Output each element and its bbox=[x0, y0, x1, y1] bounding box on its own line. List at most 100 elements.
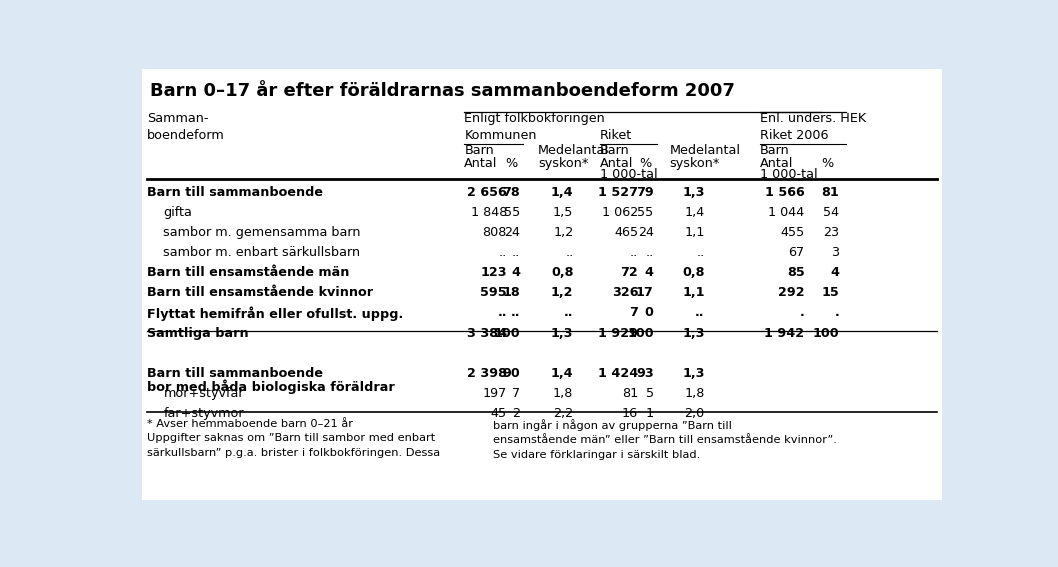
Text: 1 044: 1 044 bbox=[768, 206, 805, 219]
Text: Barn till ensamstående män: Barn till ensamstående män bbox=[147, 266, 349, 280]
Text: ..: .. bbox=[512, 246, 521, 259]
Text: 5: 5 bbox=[645, 387, 654, 400]
Text: .: . bbox=[800, 306, 805, 319]
Text: 79: 79 bbox=[636, 186, 654, 199]
Text: 1,3: 1,3 bbox=[682, 327, 705, 340]
Text: bor med båda biologiska föräldrar: bor med båda biologiska föräldrar bbox=[147, 380, 395, 394]
Text: 90: 90 bbox=[503, 367, 521, 380]
Text: Barn: Barn bbox=[600, 144, 630, 157]
Text: mor+styvfar: mor+styvfar bbox=[163, 387, 244, 400]
Text: ..: .. bbox=[511, 306, 521, 319]
Text: 78: 78 bbox=[503, 186, 521, 199]
Text: Riket: Riket bbox=[600, 129, 632, 142]
Text: %: % bbox=[639, 156, 652, 170]
Text: boendeform: boendeform bbox=[147, 129, 224, 142]
Text: 1,4: 1,4 bbox=[685, 206, 705, 219]
Text: 1,4: 1,4 bbox=[551, 367, 573, 380]
Text: 1 000-tal: 1 000-tal bbox=[600, 168, 657, 181]
Text: 1: 1 bbox=[645, 407, 654, 420]
Text: 1 062: 1 062 bbox=[602, 206, 638, 219]
Text: 0: 0 bbox=[645, 306, 654, 319]
Text: 1,3: 1,3 bbox=[682, 367, 705, 380]
Text: Medelantal: Medelantal bbox=[670, 144, 741, 157]
Text: 1,2: 1,2 bbox=[551, 286, 573, 299]
Text: 1,3: 1,3 bbox=[551, 327, 573, 340]
Text: ..: .. bbox=[630, 246, 638, 259]
Text: 1 848: 1 848 bbox=[471, 206, 507, 219]
Text: Riket 2006: Riket 2006 bbox=[760, 129, 828, 142]
Text: 100: 100 bbox=[627, 327, 654, 340]
Text: 100: 100 bbox=[493, 327, 521, 340]
Text: 15: 15 bbox=[821, 286, 839, 299]
Text: ..: .. bbox=[645, 246, 654, 259]
Text: %: % bbox=[506, 156, 517, 170]
Text: 18: 18 bbox=[503, 286, 521, 299]
Text: 100: 100 bbox=[813, 327, 839, 340]
Text: sambor m. enbart särkullsbarn: sambor m. enbart särkullsbarn bbox=[163, 246, 361, 259]
Text: 2: 2 bbox=[512, 407, 521, 420]
Text: 54: 54 bbox=[823, 206, 839, 219]
Text: 16: 16 bbox=[622, 407, 638, 420]
Text: 1 000-tal: 1 000-tal bbox=[760, 168, 817, 181]
Text: 1 527: 1 527 bbox=[598, 186, 638, 199]
Text: 3 384: 3 384 bbox=[467, 327, 507, 340]
Text: syskon*: syskon* bbox=[670, 156, 719, 170]
Text: 1 566: 1 566 bbox=[765, 186, 805, 199]
Text: 1,1: 1,1 bbox=[682, 286, 705, 299]
Text: Medelantal: Medelantal bbox=[539, 144, 609, 157]
Text: 1,3: 1,3 bbox=[682, 186, 705, 199]
Text: %: % bbox=[821, 156, 834, 170]
Text: 595: 595 bbox=[480, 286, 507, 299]
Text: * Avser hemmaboende barn 0–21 år
Uppgifter saknas om ”Barn till sambor med enbar: * Avser hemmaboende barn 0–21 år Uppgift… bbox=[147, 419, 440, 458]
FancyBboxPatch shape bbox=[142, 69, 943, 500]
Text: 81: 81 bbox=[821, 186, 839, 199]
Text: 123: 123 bbox=[480, 266, 507, 280]
Text: 0,8: 0,8 bbox=[551, 266, 573, 280]
Text: Enligt folkbokföringen: Enligt folkbokföringen bbox=[464, 112, 605, 125]
Text: Samman-: Samman- bbox=[147, 112, 208, 125]
Text: Antal: Antal bbox=[760, 156, 792, 170]
Text: 3: 3 bbox=[831, 246, 839, 259]
Text: ..: .. bbox=[695, 306, 705, 319]
Text: 85: 85 bbox=[787, 266, 805, 280]
Text: 1,5: 1,5 bbox=[553, 206, 573, 219]
Text: 67: 67 bbox=[788, 246, 805, 259]
Text: Barn: Barn bbox=[760, 144, 789, 157]
Text: Enl. unders. HEK: Enl. unders. HEK bbox=[760, 112, 865, 125]
Text: 1,4: 1,4 bbox=[551, 186, 573, 199]
Text: 292: 292 bbox=[778, 286, 805, 299]
Text: Kommunen: Kommunen bbox=[464, 129, 536, 142]
Text: 1,1: 1,1 bbox=[685, 226, 705, 239]
Text: Barn 0–17 år efter föräldrarnas sammanboendeform 2007: Barn 0–17 år efter föräldrarnas sammanbo… bbox=[150, 82, 735, 100]
Text: 1,8: 1,8 bbox=[553, 387, 573, 400]
Text: Barn: Barn bbox=[464, 144, 494, 157]
Text: 2 398: 2 398 bbox=[467, 367, 507, 380]
Text: 17: 17 bbox=[636, 286, 654, 299]
Text: 81: 81 bbox=[622, 387, 638, 400]
Text: 2,2: 2,2 bbox=[553, 407, 573, 420]
Text: 326: 326 bbox=[612, 286, 638, 299]
Text: 7: 7 bbox=[512, 387, 521, 400]
Text: Barn till sammanboende: Barn till sammanboende bbox=[147, 367, 323, 380]
Text: 2,0: 2,0 bbox=[685, 407, 705, 420]
Text: 1 942: 1 942 bbox=[765, 327, 805, 340]
Text: ..: .. bbox=[696, 246, 705, 259]
Text: ..: .. bbox=[564, 306, 573, 319]
Text: 55: 55 bbox=[638, 206, 654, 219]
Text: Samtliga barn: Samtliga barn bbox=[147, 327, 249, 340]
Text: 1,8: 1,8 bbox=[685, 387, 705, 400]
Text: 1 929: 1 929 bbox=[598, 327, 638, 340]
Text: 2 656: 2 656 bbox=[468, 186, 507, 199]
Text: 4: 4 bbox=[831, 266, 839, 280]
Text: 24: 24 bbox=[638, 226, 654, 239]
Text: barn ingår i någon av grupperna ”Barn till
ensamstående män” eller ”Barn till en: barn ingår i någon av grupperna ”Barn ti… bbox=[493, 419, 837, 460]
Text: 4: 4 bbox=[511, 266, 521, 280]
Text: 197: 197 bbox=[482, 387, 507, 400]
Text: 93: 93 bbox=[636, 367, 654, 380]
Text: 45: 45 bbox=[491, 407, 507, 420]
Text: ..: .. bbox=[565, 246, 573, 259]
Text: 1 424: 1 424 bbox=[598, 367, 638, 380]
Text: 24: 24 bbox=[504, 226, 521, 239]
Text: 465: 465 bbox=[614, 226, 638, 239]
Text: sambor m. gemensamma barn: sambor m. gemensamma barn bbox=[163, 226, 361, 239]
